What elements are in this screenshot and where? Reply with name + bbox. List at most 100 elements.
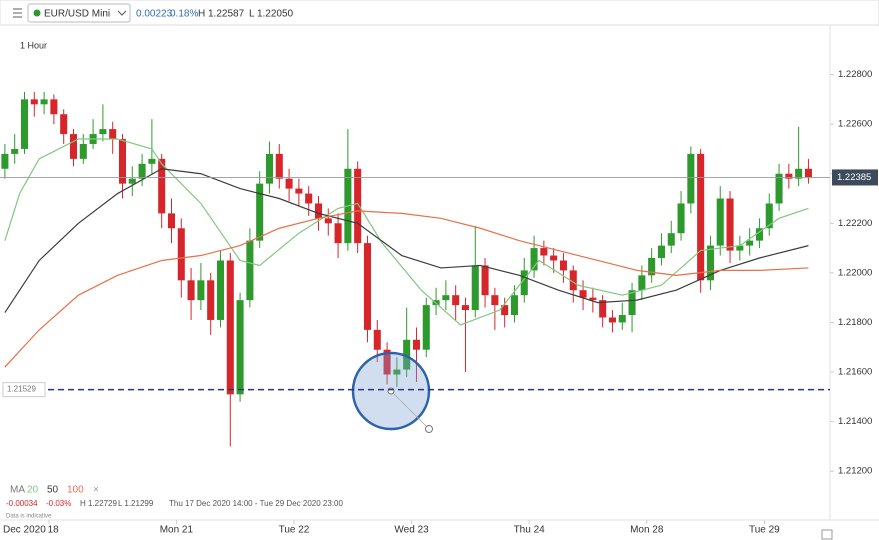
candle-body	[275, 153, 283, 179]
candle-body	[30, 99, 38, 105]
candle-body	[491, 295, 499, 306]
candle-body	[461, 305, 469, 311]
candle-body	[550, 255, 558, 261]
candle-body	[295, 188, 303, 194]
interval: 1 Hour	[20, 40, 47, 50]
candle-body	[746, 240, 754, 246]
candle-body	[207, 280, 215, 320]
info-text: H 1.22729	[80, 499, 117, 508]
moving-average-line	[4, 168, 809, 313]
y-tick-label: 1.22200	[838, 218, 872, 229]
candle-body	[363, 243, 372, 330]
candle-body	[197, 280, 205, 301]
candle-body	[148, 158, 156, 164]
candle-body	[285, 178, 293, 189]
status-dot	[33, 9, 41, 17]
candle-body	[726, 198, 734, 251]
candle-body	[20, 99, 29, 149]
last-price-label: 1.22385	[837, 172, 871, 183]
candle-body	[540, 248, 548, 256]
toolbar	[0, 0, 879, 26]
note: Data is indicative	[6, 514, 52, 520]
candle-body	[1, 153, 9, 169]
period-label-bg	[0, 522, 46, 538]
session-high: H 1.22587	[198, 9, 245, 20]
change: 0.00223	[136, 9, 173, 20]
candle-body	[628, 290, 636, 316]
candle-body	[608, 317, 616, 323]
y-tick-label: 1.22800	[838, 69, 872, 80]
info-text: L 1.21299	[118, 499, 154, 508]
candle-body	[442, 295, 450, 301]
session-low: L 1.22050	[249, 9, 294, 20]
candle-body	[618, 315, 626, 323]
candle-body	[677, 203, 685, 234]
overlay: 1.22385 1.21529 MA 20 50 100 × -0.00034 -0.03% H …	[2, 169, 878, 520]
legend-close[interactable]: ×	[93, 485, 99, 496]
candle-body	[765, 203, 773, 229]
candle-body	[589, 297, 597, 301]
candle-body	[383, 349, 391, 375]
candle-body	[40, 99, 48, 105]
menu-icon[interactable]	[13, 8, 22, 18]
candle-body	[481, 265, 489, 296]
y-tick-label: 1.22000	[838, 267, 872, 278]
candle-body	[167, 213, 176, 229]
candle-body	[706, 245, 714, 281]
candle-body	[755, 228, 763, 241]
info-text: -0.03%	[46, 499, 71, 508]
candle-body	[667, 233, 675, 246]
candle-body	[403, 339, 411, 370]
candle-body	[412, 339, 420, 350]
candle-body	[69, 134, 78, 159]
candle-body	[265, 153, 274, 184]
x-tick-label: Mon 28	[630, 525, 664, 536]
info-text: Thu 17 Dec 2020 14:00 - Tue 29 Dec 2020 …	[169, 499, 343, 508]
candle-body	[569, 270, 577, 291]
candle-body	[99, 129, 107, 135]
candle-body	[128, 178, 136, 184]
y-tick-label: 1.21600	[838, 367, 872, 378]
candle-body	[177, 228, 185, 281]
candle-body	[687, 153, 695, 204]
candle-body	[60, 114, 68, 135]
candle-body	[256, 183, 264, 241]
candle-body	[324, 218, 332, 224]
candle-body	[736, 245, 744, 251]
x-tick-label: Tue 22	[279, 525, 310, 536]
plot-area: 1.21200 1.21400 1.21600 1.21800 1.22000 1.222…	[0, 69, 872, 538]
candle-body	[785, 173, 793, 179]
candle-body	[775, 173, 783, 204]
instrument-dropdown[interactable]	[27, 3, 131, 23]
moving-average-line	[4, 210, 809, 368]
settings-icon[interactable]	[821, 529, 833, 540]
candle-body	[559, 260, 567, 271]
y-tick-label: 1.21400	[838, 416, 872, 427]
y-tick-label: 1.22600	[838, 119, 872, 130]
candle-body	[138, 163, 146, 179]
change-pct: 0.18%	[170, 9, 198, 20]
moving-average-line	[4, 138, 809, 326]
y-tick-label: 1.21800	[838, 317, 872, 328]
candle-body	[599, 300, 607, 318]
candle-body	[510, 295, 518, 316]
period-label: Dec 2020	[3, 525, 46, 536]
candle-body	[520, 270, 528, 296]
candle-body	[314, 203, 323, 219]
candle-body	[530, 248, 538, 271]
candle-body	[305, 193, 313, 204]
candle-body	[226, 260, 234, 395]
candle-body	[452, 295, 460, 306]
x-tick-label: ri 18	[39, 525, 59, 536]
candle-body	[804, 168, 812, 178]
candle-body	[79, 143, 87, 159]
candle-body	[393, 369, 401, 375]
dropdown-chevron[interactable]	[117, 10, 127, 16]
candle-body	[716, 198, 724, 246]
candle-body	[50, 99, 58, 115]
candle-body	[109, 129, 117, 140]
candle-body	[657, 245, 665, 258]
annotation-handle[interactable]	[425, 425, 433, 433]
